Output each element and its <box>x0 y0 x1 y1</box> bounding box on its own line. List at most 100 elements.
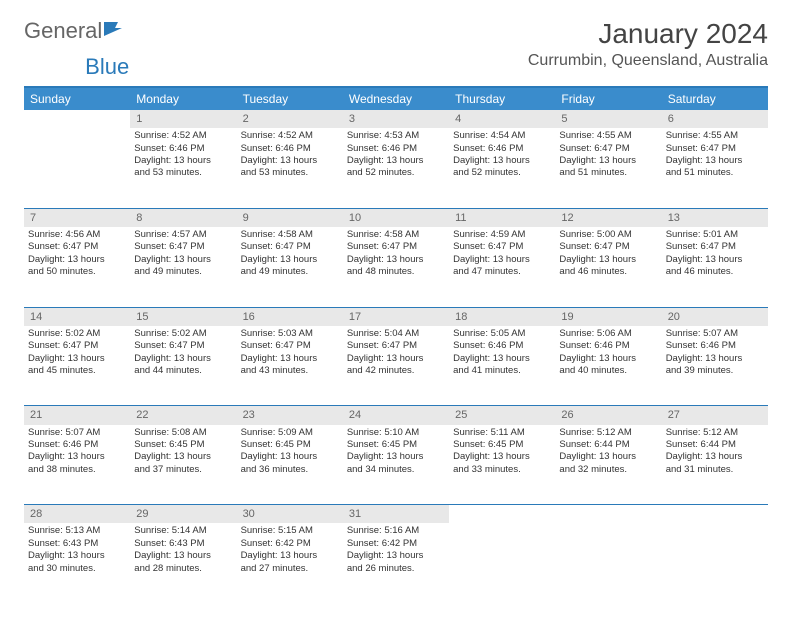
dl2-text: and 52 minutes. <box>347 167 445 179</box>
day-cell: Sunrise: 5:02 AMSunset: 6:47 PMDaylight:… <box>24 326 130 406</box>
dl2-text: and 53 minutes. <box>241 167 339 179</box>
week-row: Sunrise: 4:56 AMSunset: 6:47 PMDaylight:… <box>24 227 768 307</box>
sunrise-text: Sunrise: 5:13 AM <box>28 525 126 537</box>
day-number: 25 <box>449 406 555 425</box>
day-number: 15 <box>130 307 236 326</box>
sunset-text: Sunset: 6:46 PM <box>666 340 764 352</box>
weekday-header: Thursday <box>449 88 555 110</box>
weekday-header: Tuesday <box>237 88 343 110</box>
day-number: 18 <box>449 307 555 326</box>
sunset-text: Sunset: 6:46 PM <box>559 340 657 352</box>
sunset-text: Sunset: 6:46 PM <box>453 143 551 155</box>
sunset-text: Sunset: 6:47 PM <box>559 241 657 253</box>
sunset-text: Sunset: 6:47 PM <box>559 143 657 155</box>
dl1-text: Daylight: 13 hours <box>559 451 657 463</box>
dl2-text: and 26 minutes. <box>347 563 445 575</box>
dl2-text: and 27 minutes. <box>241 563 339 575</box>
day-cell: Sunrise: 5:09 AMSunset: 6:45 PMDaylight:… <box>237 425 343 505</box>
brand-name-2: Blue <box>85 54 129 80</box>
sunset-text: Sunset: 6:46 PM <box>134 143 232 155</box>
day-cell: Sunrise: 4:55 AMSunset: 6:47 PMDaylight:… <box>662 128 768 208</box>
calendar-table: Sunday Monday Tuesday Wednesday Thursday… <box>24 88 768 603</box>
sunset-text: Sunset: 6:45 PM <box>241 439 339 451</box>
dl2-text: and 52 minutes. <box>453 167 551 179</box>
dl2-text: and 47 minutes. <box>453 266 551 278</box>
sunset-text: Sunset: 6:47 PM <box>28 241 126 253</box>
dl1-text: Daylight: 13 hours <box>134 451 232 463</box>
sunrise-text: Sunrise: 4:57 AM <box>134 229 232 241</box>
dl1-text: Daylight: 13 hours <box>28 550 126 562</box>
dl1-text: Daylight: 13 hours <box>134 155 232 167</box>
location-text: Currumbin, Queensland, Australia <box>528 52 768 70</box>
sunset-text: Sunset: 6:47 PM <box>666 143 764 155</box>
flag-icon <box>104 18 126 44</box>
day-cell: Sunrise: 4:55 AMSunset: 6:47 PMDaylight:… <box>555 128 661 208</box>
sunset-text: Sunset: 6:47 PM <box>347 241 445 253</box>
sunset-text: Sunset: 6:45 PM <box>453 439 551 451</box>
sunrise-text: Sunrise: 5:07 AM <box>28 427 126 439</box>
dl1-text: Daylight: 13 hours <box>666 353 764 365</box>
dl2-text: and 39 minutes. <box>666 365 764 377</box>
day-number: 16 <box>237 307 343 326</box>
brand-name-1: General <box>24 18 102 44</box>
sunrise-text: Sunrise: 5:10 AM <box>347 427 445 439</box>
sunrise-text: Sunrise: 5:05 AM <box>453 328 551 340</box>
dl1-text: Daylight: 13 hours <box>28 451 126 463</box>
sunset-text: Sunset: 6:47 PM <box>666 241 764 253</box>
day-cell: Sunrise: 5:06 AMSunset: 6:46 PMDaylight:… <box>555 326 661 406</box>
day-number: 4 <box>449 110 555 128</box>
day-number: 23 <box>237 406 343 425</box>
sunrise-text: Sunrise: 5:02 AM <box>28 328 126 340</box>
day-number-row: 78910111213 <box>24 208 768 227</box>
sunset-text: Sunset: 6:46 PM <box>347 143 445 155</box>
sunrise-text: Sunrise: 4:52 AM <box>241 130 339 142</box>
day-number: 27 <box>662 406 768 425</box>
dl1-text: Daylight: 13 hours <box>666 254 764 266</box>
dl2-text: and 40 minutes. <box>559 365 657 377</box>
day-cell: Sunrise: 5:05 AMSunset: 6:46 PMDaylight:… <box>449 326 555 406</box>
sunset-text: Sunset: 6:46 PM <box>453 340 551 352</box>
day-cell: Sunrise: 5:10 AMSunset: 6:45 PMDaylight:… <box>343 425 449 505</box>
day-number: 3 <box>343 110 449 128</box>
day-cell: Sunrise: 5:16 AMSunset: 6:42 PMDaylight:… <box>343 523 449 603</box>
dl1-text: Daylight: 13 hours <box>347 254 445 266</box>
day-number: 28 <box>24 505 130 524</box>
dl1-text: Daylight: 13 hours <box>453 254 551 266</box>
dl1-text: Daylight: 13 hours <box>241 155 339 167</box>
day-cell: Sunrise: 4:56 AMSunset: 6:47 PMDaylight:… <box>24 227 130 307</box>
dl1-text: Daylight: 13 hours <box>28 353 126 365</box>
dl1-text: Daylight: 13 hours <box>241 550 339 562</box>
sunrise-text: Sunrise: 5:04 AM <box>347 328 445 340</box>
dl2-text: and 53 minutes. <box>134 167 232 179</box>
day-cell <box>449 523 555 603</box>
dl1-text: Daylight: 13 hours <box>347 451 445 463</box>
dl1-text: Daylight: 13 hours <box>28 254 126 266</box>
sunrise-text: Sunrise: 5:09 AM <box>241 427 339 439</box>
dl2-text: and 37 minutes. <box>134 464 232 476</box>
dl2-text: and 34 minutes. <box>347 464 445 476</box>
dl2-text: and 45 minutes. <box>28 365 126 377</box>
sunrise-text: Sunrise: 4:54 AM <box>453 130 551 142</box>
dl1-text: Daylight: 13 hours <box>559 254 657 266</box>
day-number: 24 <box>343 406 449 425</box>
dl2-text: and 51 minutes. <box>666 167 764 179</box>
dl2-text: and 38 minutes. <box>28 464 126 476</box>
day-number: 29 <box>130 505 236 524</box>
sunrise-text: Sunrise: 5:03 AM <box>241 328 339 340</box>
dl1-text: Daylight: 13 hours <box>134 254 232 266</box>
weekday-header: Monday <box>130 88 236 110</box>
dl1-text: Daylight: 13 hours <box>559 353 657 365</box>
weekday-header: Saturday <box>662 88 768 110</box>
dl2-text: and 30 minutes. <box>28 563 126 575</box>
day-cell: Sunrise: 4:58 AMSunset: 6:47 PMDaylight:… <box>237 227 343 307</box>
day-cell: Sunrise: 5:01 AMSunset: 6:47 PMDaylight:… <box>662 227 768 307</box>
weekday-header: Sunday <box>24 88 130 110</box>
dl2-text: and 43 minutes. <box>241 365 339 377</box>
day-cell <box>662 523 768 603</box>
week-row: Sunrise: 5:13 AMSunset: 6:43 PMDaylight:… <box>24 523 768 603</box>
sunrise-text: Sunrise: 4:55 AM <box>666 130 764 142</box>
day-cell: Sunrise: 4:52 AMSunset: 6:46 PMDaylight:… <box>130 128 236 208</box>
dl1-text: Daylight: 13 hours <box>347 353 445 365</box>
sunset-text: Sunset: 6:47 PM <box>241 340 339 352</box>
sunrise-text: Sunrise: 5:08 AM <box>134 427 232 439</box>
